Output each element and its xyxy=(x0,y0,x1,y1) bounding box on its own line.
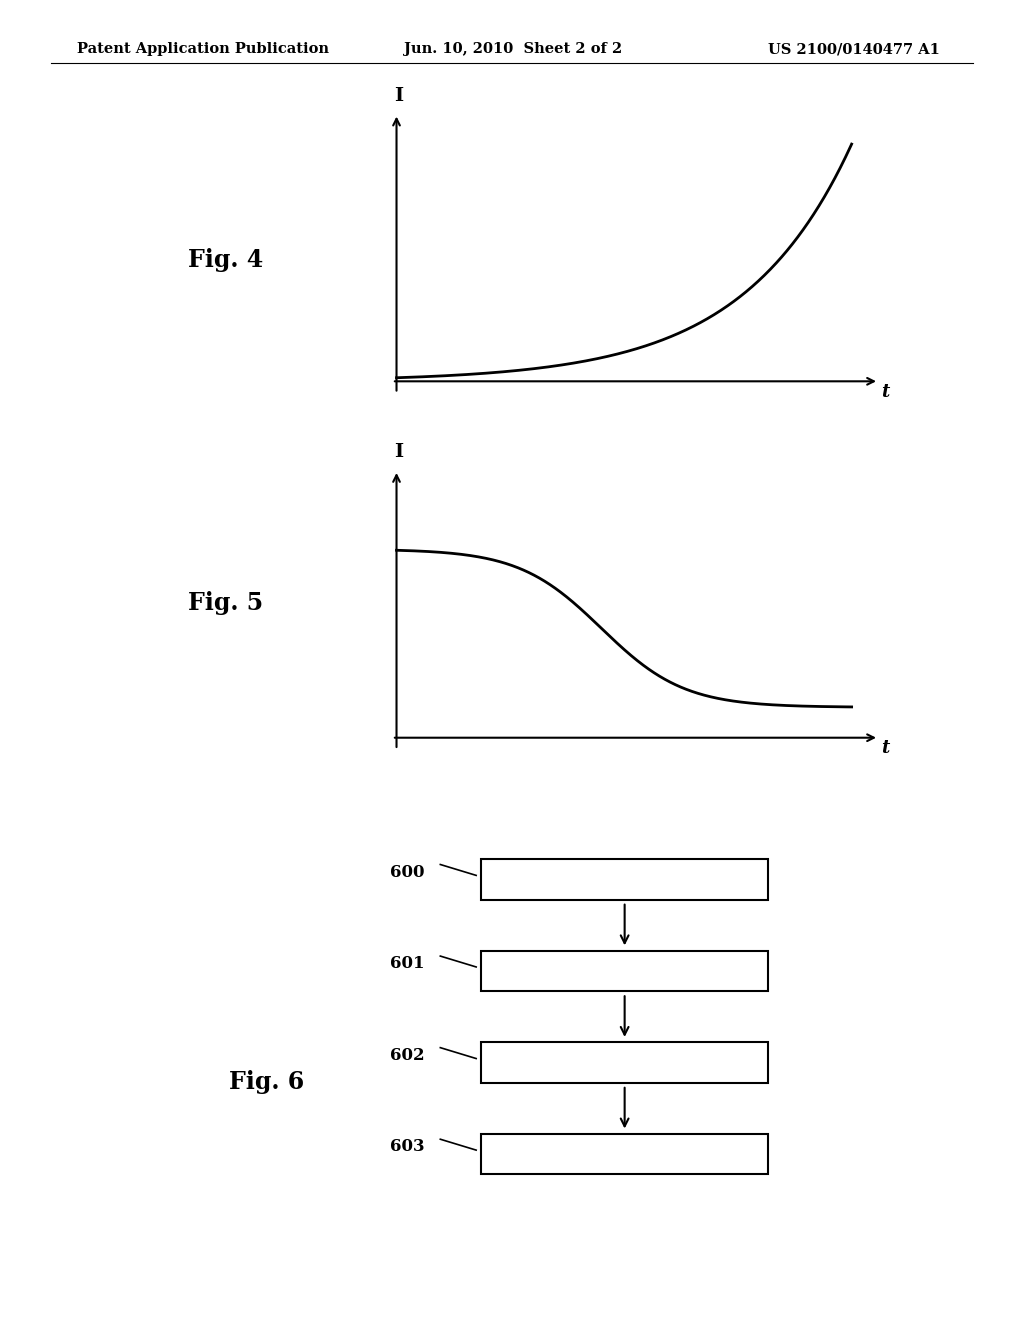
Text: Fig. 4: Fig. 4 xyxy=(187,248,263,272)
Text: I: I xyxy=(394,87,402,104)
Text: 601: 601 xyxy=(390,956,425,972)
Text: Fig. 5: Fig. 5 xyxy=(187,591,263,615)
Bar xyxy=(481,1134,768,1175)
Bar xyxy=(481,859,768,900)
Text: 600: 600 xyxy=(390,863,425,880)
Text: 602: 602 xyxy=(390,1047,425,1064)
Text: US 2100/0140477 A1: US 2100/0140477 A1 xyxy=(768,42,940,57)
Text: t: t xyxy=(882,383,890,401)
Text: 603: 603 xyxy=(390,1138,425,1155)
Bar xyxy=(481,1043,768,1082)
Text: Patent Application Publication: Patent Application Publication xyxy=(77,42,329,57)
Bar xyxy=(481,950,768,991)
Text: Jun. 10, 2010  Sheet 2 of 2: Jun. 10, 2010 Sheet 2 of 2 xyxy=(404,42,623,57)
Text: t: t xyxy=(882,739,890,758)
Text: I: I xyxy=(394,444,402,461)
Text: Fig. 6: Fig. 6 xyxy=(228,1071,304,1094)
